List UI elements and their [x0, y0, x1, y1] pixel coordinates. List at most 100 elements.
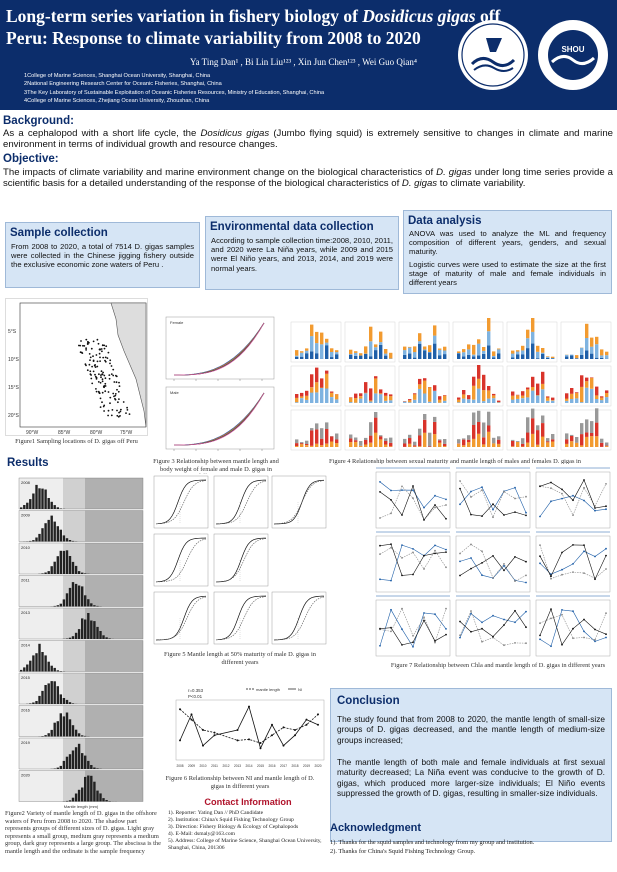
- histogram-bar: [84, 735, 87, 737]
- chla-point: [525, 514, 527, 517]
- histogram-frame: [18, 510, 144, 542]
- maturity-bar: [536, 395, 540, 396]
- data-point: [236, 739, 239, 742]
- histogram-bar: [84, 776, 87, 802]
- sampling-point: [100, 374, 102, 376]
- sampling-point: [106, 357, 109, 359]
- maturity-bar: [418, 343, 422, 359]
- maturity-bar: [595, 357, 599, 359]
- histogram-year-label: 2008: [21, 480, 31, 485]
- maturity-bar: [492, 351, 496, 356]
- histogram-bar: [93, 621, 96, 639]
- maturity-bar: [462, 394, 466, 399]
- histogram-bar: [56, 721, 59, 737]
- sampling-point: [101, 373, 104, 375]
- medium-group-shade: [63, 705, 85, 737]
- maturity-bar: [541, 348, 545, 353]
- sampling-point: [92, 355, 94, 358]
- maturity-bar: [349, 442, 353, 447]
- maturity-bar: [477, 410, 481, 422]
- logistic-panel-frame: [213, 591, 269, 645]
- chla-line: [459, 610, 527, 637]
- histogram-bar: [68, 754, 72, 769]
- histogram-bar: [102, 635, 105, 639]
- chla-panel-frame: [455, 599, 531, 657]
- sampling-point: [92, 370, 95, 373]
- large-group-shade: [85, 673, 143, 704]
- histogram-bar: [90, 603, 93, 607]
- maturity-bar: [536, 358, 540, 359]
- maturity-bar: [315, 331, 319, 344]
- maturity-bar: [295, 397, 299, 403]
- maturity-bar: [472, 399, 476, 403]
- logistic-curve: [155, 537, 207, 583]
- histogram-frame: [18, 640, 144, 672]
- contact-line: 3). Direction: Fishery Biology & Ecology…: [168, 824, 299, 830]
- maturity-bar: [472, 354, 476, 357]
- data-point: [259, 742, 262, 744]
- sampling-map: 5°S 10°S 15°S 20°S 90°W 85°W 80°W 75°W: [8, 302, 147, 435]
- year-tick-label: 2013: [234, 764, 241, 768]
- maturity-bar: [595, 436, 599, 447]
- histogram-bar: [62, 760, 66, 769]
- sampling-point: [126, 409, 129, 411]
- conclusion-heading: Conclusion: [337, 695, 400, 707]
- maturity-bar: [330, 436, 334, 442]
- maturity-bar: [403, 346, 407, 351]
- histogram-bar: [53, 505, 56, 509]
- maturity-bar: [541, 436, 545, 447]
- large-group-shade: [85, 575, 143, 607]
- maturity-bar: [565, 433, 569, 440]
- maturity-bar: [482, 350, 486, 354]
- maturity-bar: [359, 441, 363, 446]
- maturity-bar: [497, 348, 501, 350]
- figure-7-chla-ml: [372, 464, 613, 660]
- sampling-point: [99, 397, 102, 400]
- maturity-bar: [477, 378, 481, 389]
- maturity-bar: [482, 353, 486, 359]
- maturity-bar: [384, 395, 388, 401]
- maturity-bar: [320, 388, 324, 403]
- maturity-bar: [521, 398, 525, 403]
- sampling-point: [103, 374, 106, 377]
- maturity-bar: [374, 344, 378, 348]
- results-heading: Results: [7, 457, 49, 469]
- maturity-bar-grid: [290, 318, 612, 451]
- maturity-bar: [570, 434, 574, 436]
- histogram-bar: [32, 493, 35, 509]
- contact-email[interactable]: 4). E-Mail: dsmaly@163.com: [168, 831, 235, 837]
- histogram-bar: [87, 613, 90, 639]
- maturity-bar: [595, 395, 599, 399]
- maturity-bar: [325, 428, 329, 444]
- maturity-bar: [472, 356, 476, 359]
- maturity-bar: [335, 352, 339, 355]
- histogram-bar: [29, 703, 32, 704]
- maturity-bar: [590, 377, 594, 389]
- year-tick-label: 2012: [222, 764, 229, 768]
- sampling-point: [113, 395, 115, 398]
- maturity-bar: [418, 378, 422, 385]
- logistic-panel-frame: [153, 533, 209, 587]
- maturity-bar: [477, 422, 481, 434]
- sample-collection-box: Sample collection From 2008 to 2020, a t…: [5, 222, 200, 288]
- maturity-bar: [585, 350, 589, 359]
- maturity-bar: [565, 393, 569, 399]
- maturity-bar: [467, 395, 471, 400]
- maturity-bar: [423, 419, 427, 433]
- maturity-bar: [369, 422, 373, 436]
- histogram-bar: [71, 636, 75, 639]
- chla-point: [525, 642, 527, 645]
- data-point: [179, 708, 181, 711]
- maturity-bar: [497, 353, 501, 359]
- sampling-point: [79, 351, 82, 354]
- maturity-bar: [497, 349, 501, 354]
- maturity-bar: [359, 355, 363, 359]
- maturity-bar: [335, 350, 339, 353]
- maturity-bar: [413, 346, 417, 353]
- sampling-point: [115, 381, 118, 384]
- histogram-bar: [77, 585, 81, 607]
- chla-point: [605, 508, 607, 511]
- maturity-bar: [335, 443, 339, 447]
- medium-group-shade: [63, 640, 85, 672]
- large-group-shade: [85, 510, 143, 542]
